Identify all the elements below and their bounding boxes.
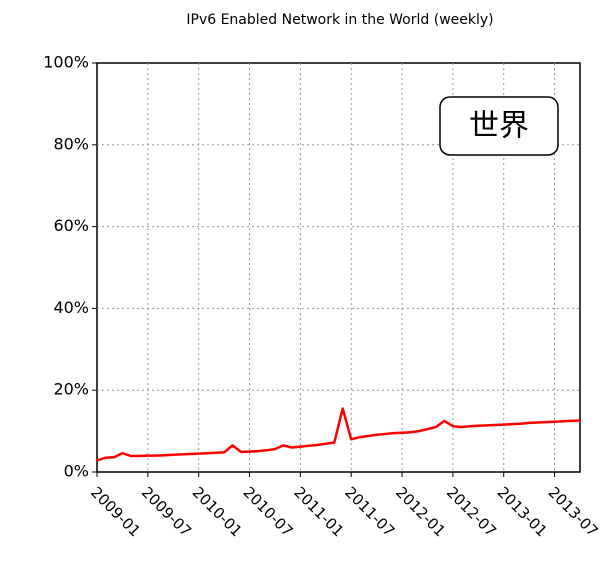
y-tick-label: 60% <box>53 216 89 235</box>
x-tick-label: 2010-01 <box>189 483 246 540</box>
x-tick-label: 2013-07 <box>545 483 600 540</box>
x-tick-label: 2009-07 <box>138 483 195 540</box>
y-tick-label: 0% <box>64 462 89 481</box>
annotation: 世界 <box>469 109 529 144</box>
y-tick-label: 100% <box>43 53 89 72</box>
x-tick-label: 2012-01 <box>392 483 449 540</box>
x-tick-label: 2012-07 <box>443 483 500 540</box>
x-tick-label: 2011-01 <box>290 483 347 540</box>
data-line <box>96 407 581 462</box>
x-tick-label: 2011-07 <box>341 483 398 540</box>
x-tick-label: 2013-01 <box>494 483 551 540</box>
x-tick-label: 2009-01 <box>87 483 144 540</box>
y-tick-label: 20% <box>53 380 89 399</box>
x-tick-label: 2010-07 <box>240 483 297 540</box>
y-tick-label: 80% <box>53 134 89 153</box>
annotation-box <box>439 96 559 156</box>
chart-title: IPv6 Enabled Network in the World (weekl… <box>186 12 493 28</box>
plot-frame <box>96 62 581 473</box>
y-tick-label: 40% <box>53 298 89 317</box>
